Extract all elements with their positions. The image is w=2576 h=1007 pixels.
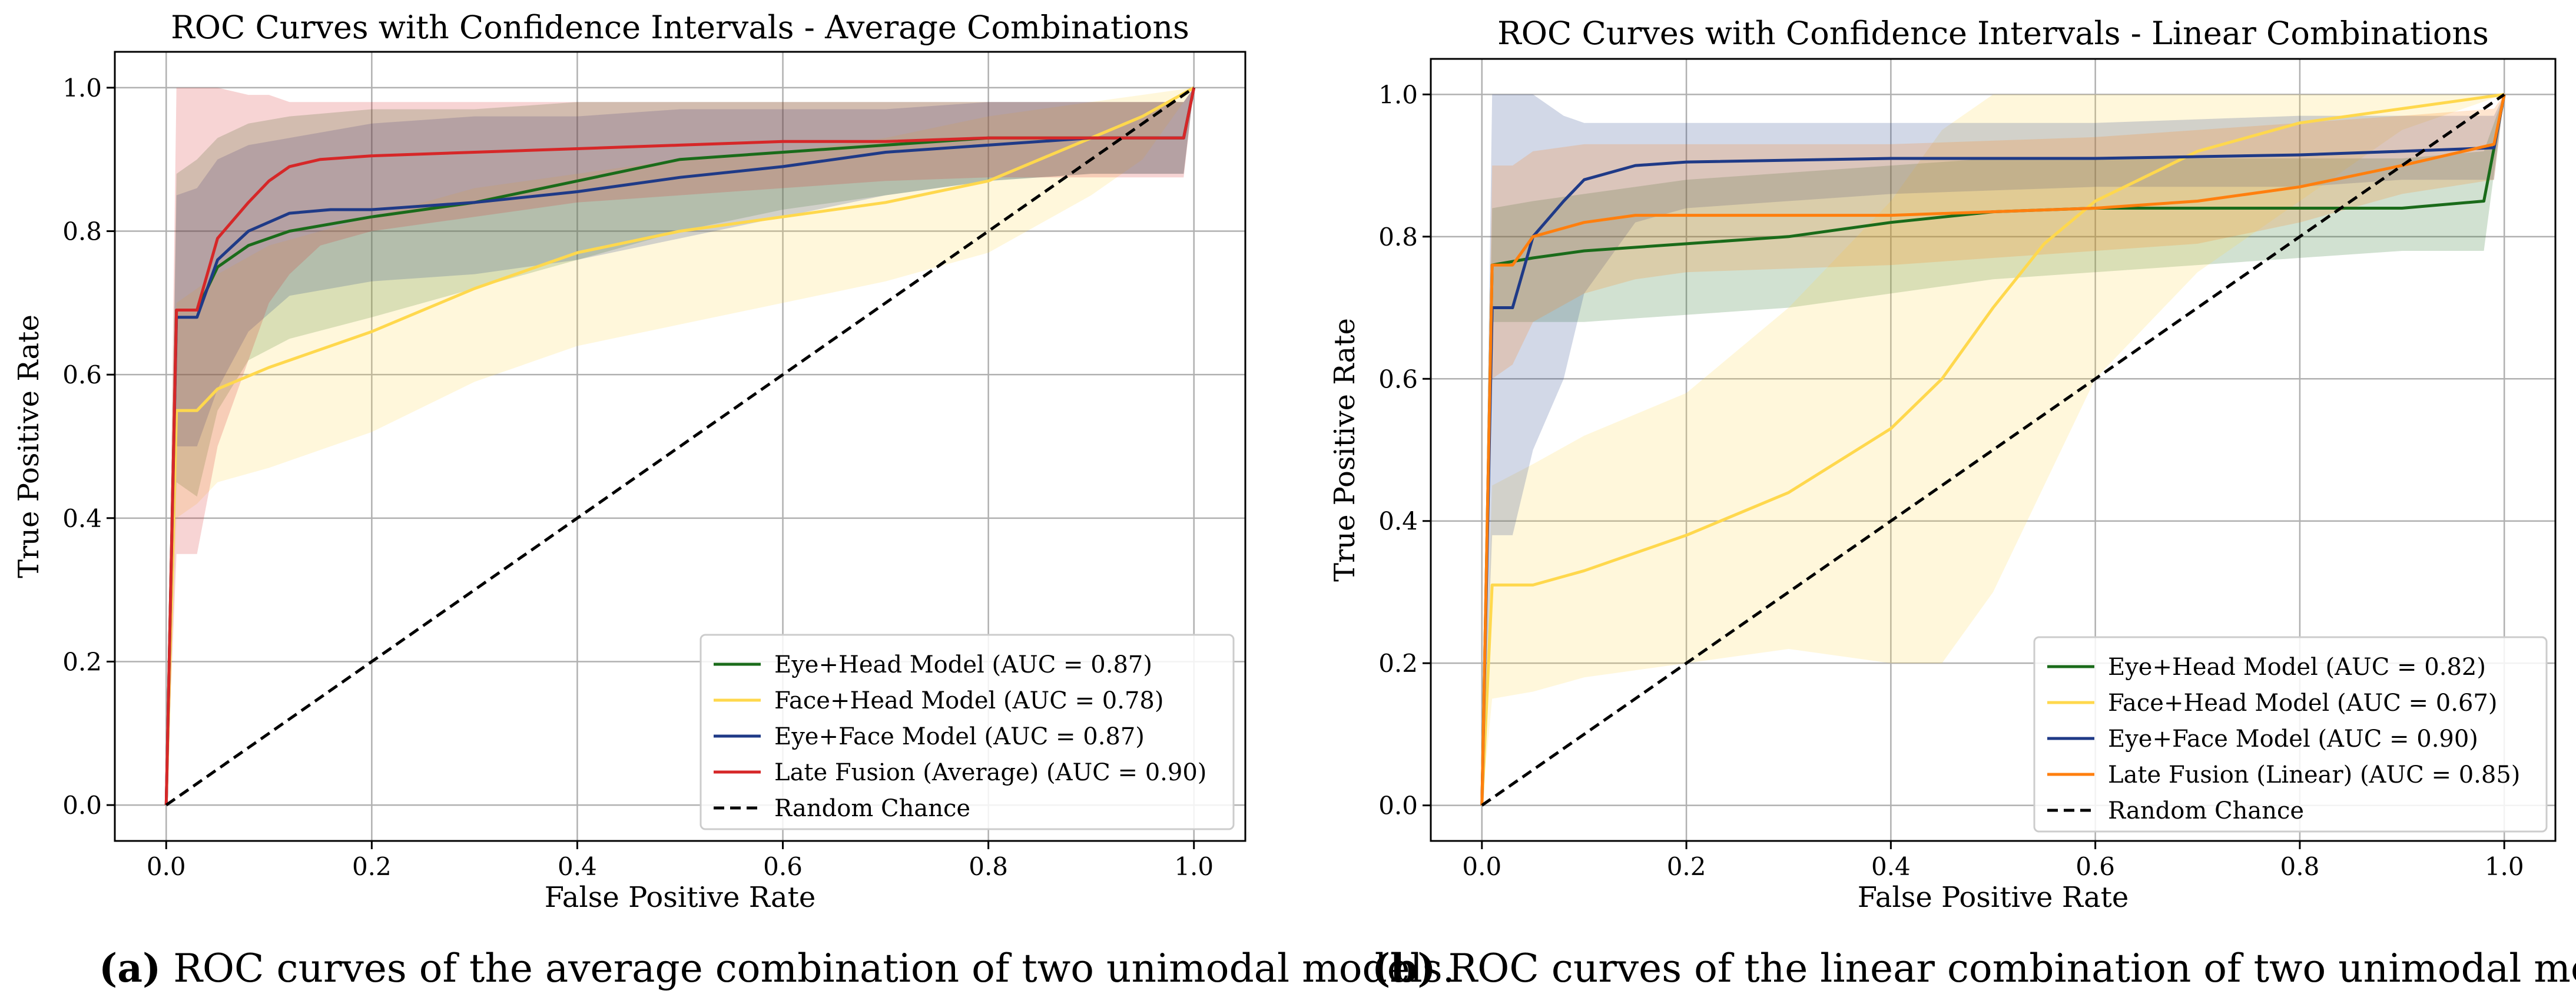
series-line-3: [164, 87, 1196, 806]
chart-0: ROC Curves with Confidence Intervals - A…: [12, 9, 1246, 914]
series-line-0: [1480, 94, 2506, 806]
x-tick-label: 1.0: [2485, 852, 2524, 881]
x-tick-label: 0.4: [558, 852, 597, 881]
legend-label-1: Face+Head Model (AUC = 0.67): [2108, 690, 2497, 717]
legend-label-3: Late Fusion (Average) (AUC = 0.90): [774, 759, 1206, 786]
caption-a: (a) ROC curves of the average combinatio…: [99, 945, 1455, 991]
x-tick-label: 0.0: [147, 852, 186, 881]
series-line-1: [164, 86, 1195, 806]
y-tick-label: 0.0: [62, 791, 102, 820]
confidence-band-0: [1481, 94, 2505, 806]
chart-title: ROC Curves with Confidence Intervals - L…: [1497, 15, 2489, 52]
x-tick-label: 0.2: [1667, 852, 1706, 881]
legend-label-4: Random Chance: [2108, 797, 2304, 824]
caption-b: (b) ROC curves of the linear combination…: [1372, 945, 2576, 991]
legend-label-1: Face+Head Model (AUC = 0.78): [774, 687, 1163, 714]
series-line-4: [165, 86, 1195, 807]
confidence-band-0: [166, 87, 1194, 806]
legend-label-2: Eye+Face Model (AUC = 0.87): [774, 723, 1145, 750]
legend-label-3: Late Fusion (Linear) (AUC = 0.85): [2108, 761, 2520, 789]
legend: Eye+Head Model (AUC = 0.87) Face+Head Mod…: [699, 634, 1235, 830]
x-axis-label: False Positive Rate: [1858, 881, 2129, 914]
series-line-3: [1480, 94, 2506, 806]
y-axis-label: True Positive Rate: [1328, 318, 1361, 582]
x-tick-label: 0.0: [1462, 852, 1501, 881]
y-tick-label: 0.8: [1378, 223, 1418, 251]
legend-box: [699, 634, 1235, 830]
chart-1: ROC Curves with Confidence Intervals - L…: [1328, 15, 2557, 914]
x-tick-label: 1.0: [1174, 852, 1214, 881]
legend-label-0: Eye+Head Model (AUC = 0.87): [774, 651, 1152, 678]
series-line-2: [164, 87, 1196, 806]
y-tick-label: 0.6: [62, 360, 102, 389]
x-tick-label: 0.6: [2076, 852, 2115, 881]
caption-b-label: (b): [1372, 945, 1436, 991]
plot-frame: [114, 51, 1246, 842]
y-tick-label: 0.0: [1378, 791, 1418, 820]
x-tick-label: 0.8: [969, 852, 1008, 881]
chart-title: ROC Curves with Confidence Intervals - A…: [171, 9, 1189, 46]
plot-frame: [1430, 58, 2557, 842]
x-axis-label: False Positive Rate: [545, 881, 816, 914]
y-tick-label: 0.6: [1378, 365, 1418, 393]
y-tick-label: 0.4: [1378, 507, 1418, 536]
series-line-1: [1480, 92, 2505, 806]
series-line-2: [1480, 94, 2506, 806]
confidence-band-2: [166, 87, 1194, 806]
y-axis-label: True Positive Rate: [12, 314, 45, 578]
caption-a-label: (a): [99, 945, 161, 991]
x-tick-label: 0.8: [2280, 852, 2320, 881]
legend-label-0: Eye+Head Model (AUC = 0.82): [2108, 654, 2486, 681]
legend-box: [2033, 636, 2548, 833]
y-tick-label: 0.4: [62, 504, 102, 533]
confidence-band-1: [1481, 94, 2505, 806]
legend-label-2: Eye+Face Model (AUC = 0.90): [2108, 726, 2478, 753]
y-tick-label: 1.0: [1378, 80, 1418, 109]
y-tick-label: 0.8: [62, 217, 102, 246]
caption-a-text: ROC curves of the average combination of…: [161, 946, 1455, 991]
y-tick-label: 1.0: [62, 74, 102, 102]
legend: Eye+Head Model (AUC = 0.82) Face+Head Mod…: [2033, 636, 2548, 833]
series-line-4: [1481, 93, 2505, 807]
x-tick-label: 0.2: [352, 852, 392, 881]
x-tick-label: 0.4: [1871, 852, 1911, 881]
caption-b-text: ROC curves of the linear combination of …: [1435, 946, 2576, 991]
y-tick-label: 0.2: [1378, 649, 1418, 678]
x-tick-label: 0.6: [763, 852, 803, 881]
legend-label-4: Random Chance: [774, 795, 970, 822]
y-tick-label: 0.2: [62, 647, 102, 676]
